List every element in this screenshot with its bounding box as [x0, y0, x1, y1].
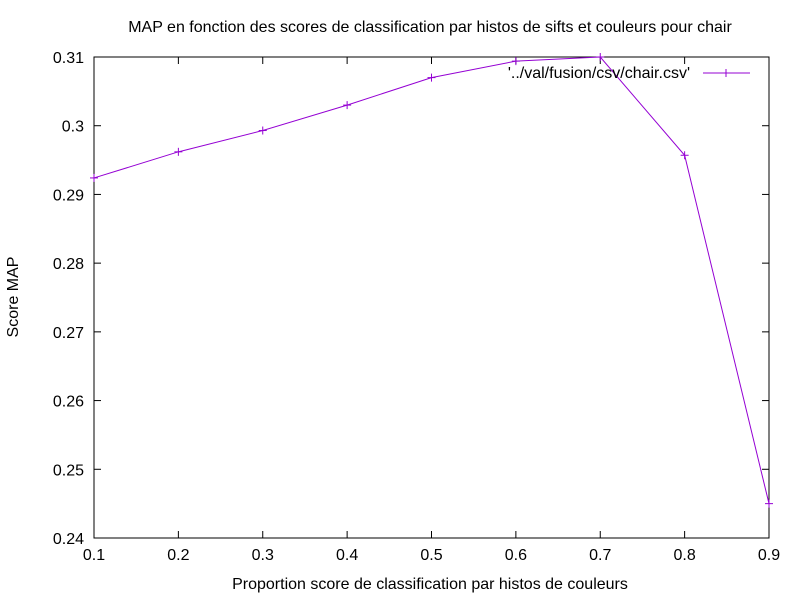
x-tick-label: 0.5 [420, 547, 442, 564]
y-tick-label: 0.29 [53, 187, 84, 204]
data-point [596, 53, 605, 61]
y-tick-label: 0.31 [53, 50, 84, 67]
series-layer [90, 53, 773, 508]
y-axis-label: Score MAP [5, 257, 22, 338]
data-point [765, 499, 773, 508]
legend: '../val/fusion/csv/chair.csv' [508, 65, 750, 82]
data-point [258, 126, 267, 135]
x-tick-label: 0.3 [252, 547, 274, 564]
x-tick-label: 0.8 [674, 547, 696, 564]
data-point [343, 101, 352, 110]
data-point [174, 147, 183, 156]
data-point [90, 173, 98, 182]
x-tick-label: 0.2 [167, 547, 189, 564]
data-point [511, 57, 520, 66]
data-point [680, 151, 689, 160]
data-point [427, 73, 436, 82]
y-tick-label: 0.3 [62, 119, 84, 136]
y-tick-label: 0.27 [53, 325, 84, 342]
y-axis: 0.24 0.25 0.26 0.27 0.28 0.29 0.3 0.31 [53, 50, 769, 548]
y-tick-label: 0.28 [53, 256, 84, 273]
plot-frame [93, 56, 770, 539]
x-tick-label: 0.1 [83, 547, 105, 564]
chart-title: MAP en fonction des scores de classifica… [128, 19, 732, 36]
legend-label: '../val/fusion/csv/chair.csv' [508, 65, 690, 82]
x-tick-label: 0.6 [505, 547, 527, 564]
y-tick-label: 0.26 [53, 394, 84, 411]
series-line [93, 56, 770, 504]
y-tick-label: 0.25 [53, 462, 84, 479]
x-axis: 0.1 0.2 0.3 0.4 0.5 0.6 0.7 0.8 0.9 [83, 57, 780, 564]
y-tick-label: 0.24 [53, 531, 84, 548]
x-tick-label: 0.4 [336, 547, 358, 564]
legend-point-sample [722, 69, 730, 77]
x-tick-label: 0.7 [589, 547, 611, 564]
x-tick-label: 0.9 [758, 547, 780, 564]
x-axis-label: Proportion score de classification par h… [232, 576, 628, 593]
